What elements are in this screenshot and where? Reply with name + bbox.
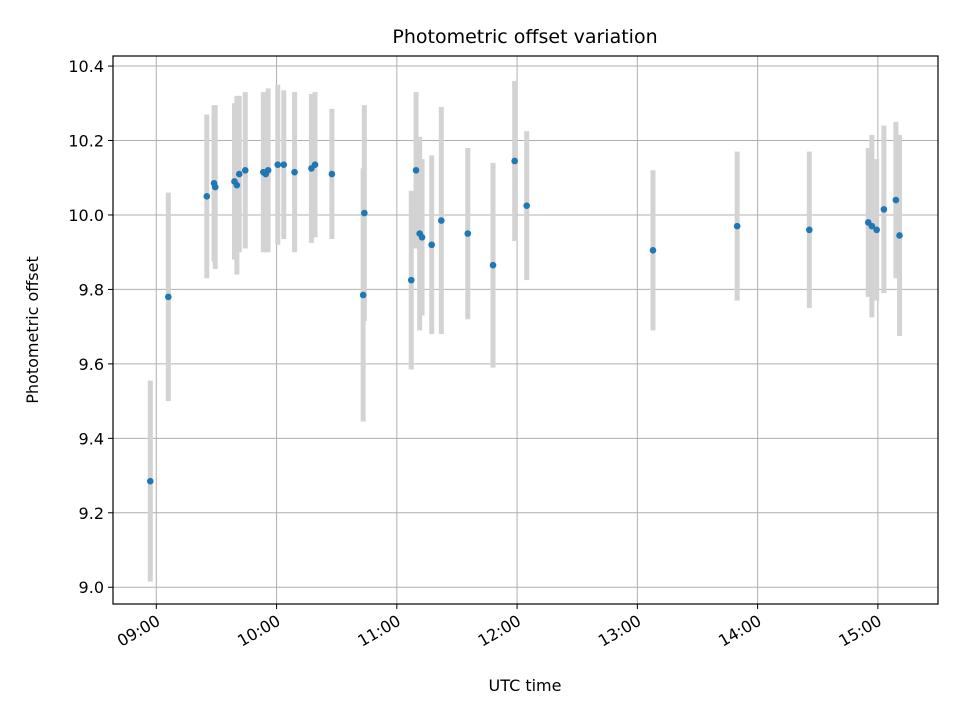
y-tick-label: 9.4 (79, 429, 104, 448)
data-point (649, 247, 657, 254)
data-point (428, 241, 435, 249)
chart-title: Photometric offset variation (392, 26, 657, 48)
data-point (328, 170, 336, 178)
data-point (523, 202, 531, 209)
y-axis-label: Photometric offset (23, 256, 42, 404)
data-point (280, 161, 288, 169)
data-point (359, 291, 367, 299)
y-tick-label: 9.6 (79, 355, 104, 374)
data-point (418, 234, 426, 241)
y-tick-label: 9.2 (79, 504, 104, 523)
data-point (464, 230, 472, 237)
data-point (733, 222, 741, 230)
data-point (203, 193, 211, 200)
data-point (438, 217, 445, 224)
y-tick-label: 9.0 (79, 578, 104, 597)
data-point (235, 170, 243, 178)
y-axis: 9.0 9.2 9.4 9.6 9.8 10.0 10.2 10.4 (68, 57, 113, 597)
data-point (291, 168, 298, 176)
data-point (311, 161, 319, 169)
data-point (407, 276, 415, 284)
data-point (412, 166, 420, 174)
data-point (489, 261, 497, 269)
data-point (892, 196, 900, 204)
x-axis-label: UTC time (489, 676, 562, 695)
data-point (868, 222, 876, 230)
data-point (241, 166, 249, 174)
y-tick-label: 10.4 (68, 57, 104, 76)
data-point (146, 477, 154, 485)
data-point (274, 161, 282, 169)
y-tick-label: 10.0 (68, 206, 104, 225)
data-point (806, 226, 813, 234)
data-point (880, 206, 888, 213)
plot-area (112, 55, 939, 605)
data-point (211, 183, 219, 191)
y-tick-label: 10.2 (68, 132, 104, 151)
data-point (511, 157, 518, 165)
y-tick-label: 9.8 (79, 280, 104, 299)
data-points (146, 157, 903, 485)
data-point (873, 226, 880, 234)
data-point (165, 293, 172, 301)
data-point (361, 209, 368, 217)
data-point (896, 232, 903, 239)
data-point (264, 166, 272, 174)
data-point (233, 181, 241, 189)
